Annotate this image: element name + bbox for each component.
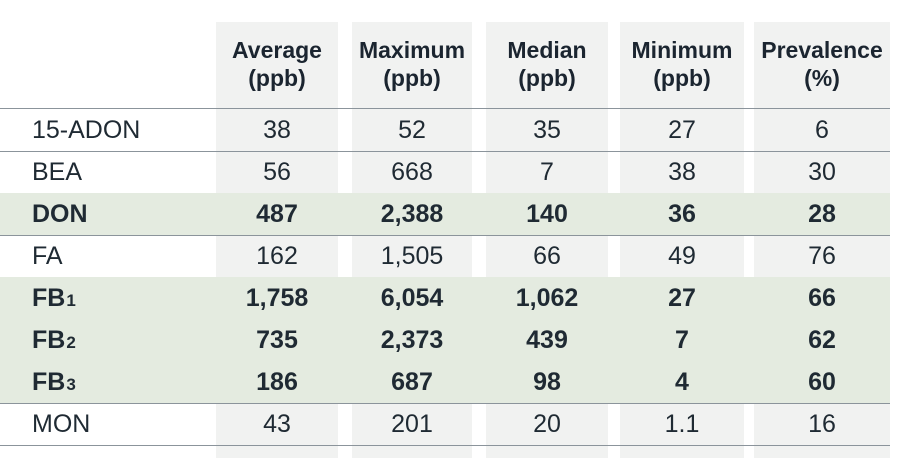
header-line2: (%) <box>804 65 840 91</box>
cell-prevalence: 62 <box>808 325 836 354</box>
cell-average: 735 <box>256 325 298 354</box>
header-line2: (ppb) <box>518 65 576 91</box>
header-line1: Prevalence <box>761 37 883 63</box>
table-header: Average (ppb) Maximum (ppb) Median (ppb)… <box>0 22 900 106</box>
cell-minimum: 27 <box>668 115 696 144</box>
cell-median: 98 <box>533 367 561 396</box>
table-row: BEA 56 668 7 38 30 <box>0 151 890 194</box>
cell-prevalence: 76 <box>808 241 836 270</box>
cell-average: 38 <box>263 115 291 144</box>
table-row: DON 487 2,388 140 36 28 <box>0 193 890 236</box>
header-line1: Median <box>507 37 587 63</box>
header-prevalence: Prevalence (%) <box>754 22 890 106</box>
cell-prevalence: 60 <box>808 367 836 396</box>
cell-median: 35 <box>533 115 561 144</box>
cell-median: 66 <box>533 241 561 270</box>
cell-median: 7 <box>540 157 554 186</box>
cell-average: 43 <box>263 409 291 438</box>
header-average: Average (ppb) <box>216 22 338 106</box>
cell-average: 162 <box>256 241 298 270</box>
header-median: Median (ppb) <box>486 22 608 106</box>
header-line2: (ppb) <box>383 65 441 91</box>
cell-prevalence: 6 <box>815 115 829 144</box>
header-minimum: Minimum (ppb) <box>620 22 744 106</box>
table-row: FB 3 186 687 98 4 60 <box>0 361 890 404</box>
table-row: FA 162 1,505 66 49 76 <box>0 235 890 278</box>
row-name: 15-ADON <box>32 115 141 144</box>
row-name: DON <box>32 199 88 228</box>
cell-median: 20 <box>533 409 561 438</box>
cell-maximum: 2,373 <box>380 325 444 354</box>
cell-average: 56 <box>263 157 291 186</box>
header-line1: Minimum <box>631 37 733 63</box>
header-line1: Maximum <box>358 37 466 63</box>
row-name: MON <box>32 409 91 438</box>
cell-maximum: 6,054 <box>380 283 444 312</box>
header-line2: (ppb) <box>248 65 306 91</box>
header-line2: (ppb) <box>653 65 711 91</box>
cell-minimum: 38 <box>668 157 696 186</box>
row-name: BEA <box>32 157 83 186</box>
header-line1: Average <box>232 37 322 63</box>
cell-maximum: 668 <box>391 157 433 186</box>
row-name: FB 2 <box>32 325 76 354</box>
table-row: MON 43 201 20 1.1 16 <box>0 403 890 446</box>
cell-average: 1,758 <box>245 283 309 312</box>
row-name: FB 3 <box>32 367 76 396</box>
table-row: FB 2 735 2,373 439 7 62 <box>0 319 890 362</box>
cell-prevalence: 28 <box>808 199 836 228</box>
cell-median: 140 <box>526 199 568 228</box>
table-row: 15-ADON 38 52 35 27 6 <box>0 108 890 152</box>
table-row: FB 1 1,758 6,054 1,062 27 66 <box>0 277 890 320</box>
cell-prevalence: 16 <box>808 409 836 438</box>
cell-maximum: 1,505 <box>380 241 444 270</box>
cell-maximum: 52 <box>398 115 426 144</box>
cell-maximum: 687 <box>391 367 433 396</box>
cell-minimum: 7 <box>675 325 689 354</box>
row-name: FB 1 <box>32 283 76 312</box>
cell-minimum: 27 <box>668 283 696 312</box>
row-name: FA <box>32 241 63 270</box>
cell-minimum: 1.1 <box>664 409 700 438</box>
cell-prevalence: 30 <box>808 157 836 186</box>
cell-median: 439 <box>526 325 568 354</box>
cell-average: 487 <box>256 199 298 228</box>
header-maximum: Maximum (ppb) <box>352 22 472 106</box>
cell-prevalence: 66 <box>808 283 836 312</box>
cell-average: 186 <box>256 367 298 396</box>
cell-minimum: 49 <box>668 241 696 270</box>
cell-minimum: 4 <box>675 367 689 396</box>
cell-maximum: 201 <box>391 409 433 438</box>
cell-maximum: 2,388 <box>380 199 444 228</box>
cell-minimum: 36 <box>668 199 696 228</box>
cell-median: 1,062 <box>515 283 579 312</box>
